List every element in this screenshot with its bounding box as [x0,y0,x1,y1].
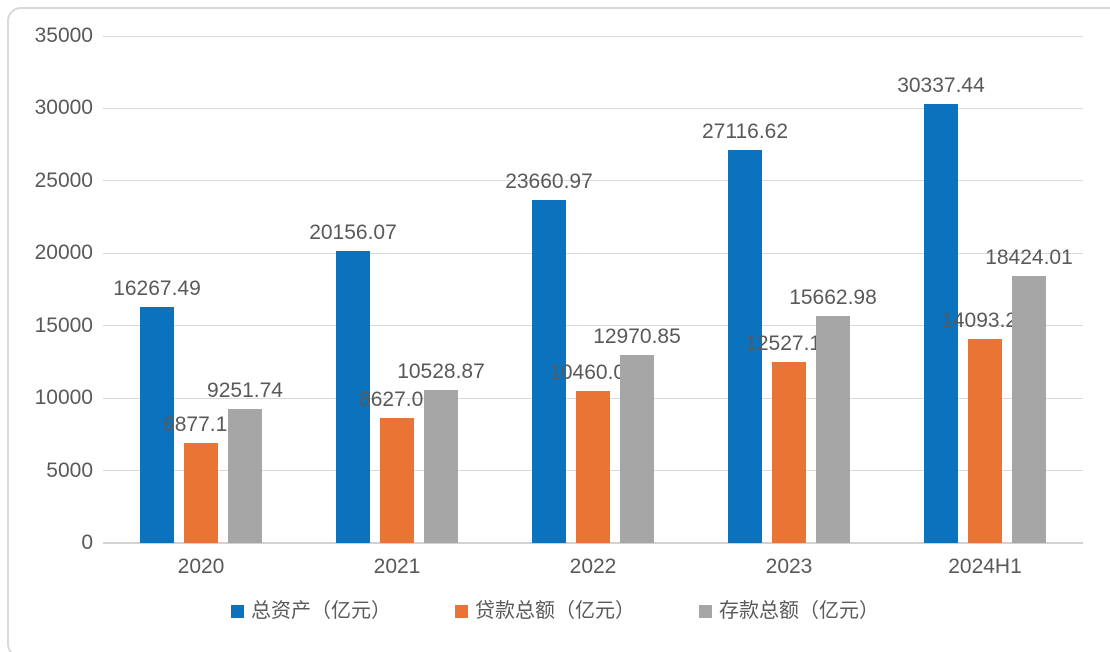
bar-value-label-total-loans-2020: 6877.15 [163,413,239,437]
bar-total-loans-2022 [576,391,610,543]
legend-swatch-total-loans [455,604,468,618]
gridline-20000 [103,252,1083,254]
y-tick-label-10000: 10000 [34,386,93,410]
y-tick-label-30000: 30000 [34,96,93,120]
bar-total-assets-2020 [140,307,174,543]
y-axis: 0 5000 10000 15000 20000 25000 30000 35000 [0,24,93,554]
bar-value-label-total-assets-2020: 16267.49 [113,277,201,301]
x-tick-label-2021: 2021 [373,555,421,578]
gridline-30000 [103,107,1083,109]
bar-total-loans-2021 [380,418,414,543]
y-tick-label-15000: 15000 [34,313,93,337]
y-tick-label-5000: 5000 [46,458,93,482]
y-tick-label-25000: 25000 [34,168,93,192]
bar-total-deposits-2024H1 [1012,276,1046,543]
bar-value-label-total-assets-2022: 23660.97 [505,170,593,194]
bar-total-deposits-2021 [424,390,458,543]
bar-value-label-total-assets-2024H1: 30337.44 [897,73,985,97]
legend-item-total-deposits: 存款总额（亿元） [699,598,879,624]
legend-swatch-total-assets [231,604,244,618]
gridline-15000 [103,325,1083,327]
y-tick-label-35000: 35000 [34,24,93,47]
bar-total-assets-2023 [728,150,762,543]
x-tick-label-2020: 2020 [177,555,225,578]
plot-area: 16267.49 6877.15 9251.74 20156.07 8627.09 105… [103,35,1083,544]
bar-total-loans-2023 [772,361,806,543]
bar-value-label-total-assets-2021: 20156.07 [309,221,397,245]
bar-value-label-total-deposits-2024H1: 18424.01 [985,246,1073,270]
gridline-25000 [103,180,1083,182]
x-tick-label-2024H1: 2024H1 [948,555,1022,578]
bar-value-label-total-loans-2023: 12527.18 [745,331,833,355]
legend: 总资产（亿元） 贷款总额（亿元） 存款总额（亿元） [0,598,1110,624]
legend-item-total-assets: 总资产（亿元） [231,598,391,624]
bar-value-label-total-loans-2021: 8627.09 [359,388,435,412]
bar-value-label-total-loans-2024H1: 14093.28 [941,308,1029,332]
legend-label-total-assets: 总资产（亿元） [251,600,391,622]
x-axis-line [103,542,1083,544]
bar-value-label-total-deposits-2020: 9251.74 [207,378,283,402]
bar-total-deposits-2022 [620,355,654,543]
bar-value-label-total-deposits-2023: 15662.98 [789,286,877,310]
x-tick-label-2022: 2022 [569,555,617,578]
x-axis: 2020 2021 2022 2023 2024H1 [103,554,1083,584]
y-tick-label-20000: 20000 [34,241,93,265]
bar-total-assets-2024H1 [924,103,958,543]
bar-total-assets-2022 [532,200,566,543]
legend-label-total-loans: 贷款总额（亿元） [475,600,635,622]
bar-value-label-total-deposits-2022: 12970.85 [593,325,681,349]
legend-swatch-total-deposits [699,604,712,618]
x-tick-label-2023: 2023 [765,555,813,578]
gridline-35000 [103,35,1083,37]
bar-total-deposits-2020 [228,408,262,543]
bar-total-deposits-2023 [816,316,850,543]
bar-total-loans-2024H1 [968,338,1002,543]
bar-total-loans-2020 [184,443,218,543]
y-tick-label-0: 0 [81,531,93,554]
bar-total-assets-2021 [336,251,370,543]
bar-value-label-total-assets-2023: 27116.62 [701,120,789,144]
bar-value-label-total-loans-2022: 10460.02 [549,361,637,385]
legend-item-total-loans: 贷款总额（亿元） [455,598,635,624]
legend-label-total-deposits: 存款总额（亿元） [719,600,879,622]
bar-value-label-total-deposits-2021: 10528.87 [397,360,485,384]
